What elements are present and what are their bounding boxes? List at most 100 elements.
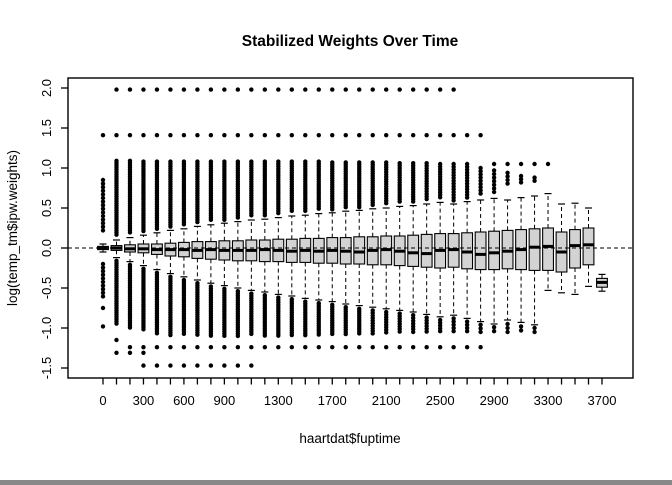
outlier-dot (100, 287, 106, 292)
outlier-dot (451, 198, 456, 203)
extreme-outlier-dot (127, 87, 133, 92)
outlier-dot (464, 322, 470, 327)
outlier-dot (343, 331, 348, 337)
extreme-outlier-dot (168, 363, 173, 368)
outlier-dot (424, 196, 429, 202)
outlier-dot (478, 188, 483, 193)
extreme-outlier-dot (410, 87, 416, 92)
outlier-dot (181, 331, 187, 336)
extreme-outlier-dot (168, 87, 173, 92)
extreme-outlier-dot (127, 133, 133, 138)
outlier-dot (208, 217, 214, 223)
outlier-dot (518, 328, 524, 333)
x-tick-label: 900 (214, 393, 236, 408)
outlier-dot (316, 206, 321, 211)
extreme-outlier-dot (464, 345, 470, 350)
outlier-dot (100, 210, 106, 215)
extreme-outlier-dot (249, 133, 254, 138)
extreme-outlier-dot (343, 87, 348, 92)
outlier-dot (505, 177, 510, 183)
outlier-dot (505, 181, 510, 186)
extreme-outlier-dot (141, 133, 146, 138)
outlier-dot (100, 279, 106, 285)
extreme-outlier-dot (114, 133, 119, 138)
extreme-outlier-dot (195, 87, 200, 92)
extreme-outlier-dot (532, 329, 537, 335)
outlier-dot (100, 228, 106, 233)
extreme-outlier-dot (330, 133, 335, 138)
outlier-dot (451, 319, 456, 324)
outlier-dot (491, 179, 497, 184)
extreme-outlier-dot (141, 350, 146, 355)
outlier-dot (330, 331, 335, 337)
outlier-dot (222, 333, 227, 339)
outlier-dot (437, 195, 443, 200)
extreme-outlier-dot (168, 133, 173, 138)
outlier-dot (491, 182, 497, 187)
iqr-box (407, 234, 420, 267)
extreme-outlier-dot (141, 87, 146, 92)
x-tick-label: 2100 (372, 393, 401, 408)
outlier-dot (100, 265, 106, 270)
outlier-dot (370, 202, 375, 208)
extreme-outlier-dot (451, 345, 456, 350)
extreme-outlier-dot (384, 87, 389, 92)
extreme-outlier-dot (478, 345, 483, 350)
extreme-outlier-dot (545, 161, 551, 167)
outlier-dot (397, 329, 402, 334)
extreme-outlier-dot (222, 87, 227, 92)
outlier-dot (478, 178, 483, 183)
extreme-outlier-dot (316, 87, 321, 92)
outlier-dot (100, 217, 106, 222)
plot-frame (67, 77, 634, 379)
outlier-dot (491, 186, 497, 191)
y-tick-label: 1.5 (39, 119, 54, 137)
outlier-dot (168, 224, 173, 229)
extreme-outlier-dot (114, 350, 119, 355)
outlier-dot (100, 213, 106, 219)
outlier-dot (424, 329, 429, 334)
extreme-outlier-dot (505, 161, 510, 167)
outlier-dot (464, 329, 470, 334)
y-tick-label: 1.0 (39, 159, 54, 177)
iqr-box (488, 230, 501, 271)
outlier-dot (491, 171, 497, 177)
extreme-outlier-dot (208, 87, 214, 92)
outlier-dot (505, 321, 510, 327)
outlier-dot (100, 276, 106, 281)
outlier-dot (262, 213, 268, 218)
extreme-outlier-dot (424, 87, 429, 92)
outlier-dot (100, 290, 106, 295)
extreme-outlier-dot (235, 87, 241, 92)
extreme-outlier-dot (424, 133, 429, 138)
outlier-dot (195, 332, 200, 337)
extreme-outlier-dot (208, 363, 214, 368)
iqr-box (528, 228, 541, 271)
chart-title: Stabilized Weights Over Time (242, 33, 459, 50)
x-axis-label: haartdat$fuptime (299, 431, 400, 446)
outlier-dot (222, 217, 227, 223)
extreme-outlier-dot (262, 345, 268, 350)
outlier-dot (100, 195, 106, 201)
extreme-outlier-dot (100, 324, 106, 329)
extreme-outlier-dot (330, 345, 335, 350)
outlier-dot (235, 333, 241, 339)
extreme-outlier-dot (357, 87, 362, 92)
outlier-dot (100, 224, 106, 229)
iqr-box (501, 229, 514, 270)
outlier-dot (478, 181, 483, 187)
outlier-dot (100, 294, 106, 299)
outlier-dot (491, 329, 497, 334)
outlier-dot (357, 205, 362, 210)
extreme-outlier-dot (303, 345, 308, 350)
outlier-dot (249, 331, 254, 337)
x-tick-label: 3700 (588, 393, 617, 408)
extreme-outlier-dot (384, 133, 389, 138)
extreme-outlier-dot (370, 133, 375, 138)
outlier-dot (491, 189, 497, 195)
y-tick-label: 2.0 (39, 79, 54, 97)
outlier-dot (478, 191, 483, 196)
extreme-outlier-dot (451, 87, 456, 92)
extreme-outlier-dot (478, 133, 483, 138)
outlier-dot (478, 326, 483, 331)
